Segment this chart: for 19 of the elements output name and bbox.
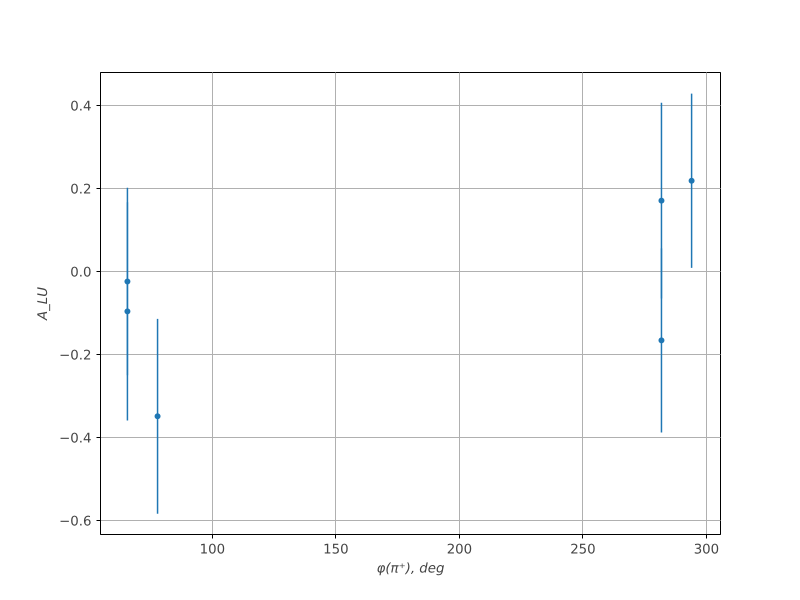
x-tick-label: 100 xyxy=(200,542,226,558)
y-axis-title: A_LU xyxy=(36,286,52,321)
point xyxy=(154,413,161,420)
point xyxy=(688,178,695,184)
y-tick-label: 0.0 xyxy=(70,266,92,281)
y-tick-label: −0.2 xyxy=(59,348,92,364)
point xyxy=(658,198,664,204)
point xyxy=(124,308,130,314)
y-tick-label: −0.4 xyxy=(59,431,92,446)
x-tick-label: 150 xyxy=(323,542,349,558)
x-tick-label: 250 xyxy=(570,542,596,558)
point xyxy=(658,337,664,344)
point xyxy=(124,278,130,285)
x-axis-title: φ(π⁺), deg xyxy=(376,562,444,576)
x-tick-label: 200 xyxy=(446,542,472,558)
y-tick-label: 0.2 xyxy=(70,182,92,198)
x-tick-label: 300 xyxy=(694,542,720,558)
y-tick-label: −0.6 xyxy=(59,514,92,530)
y-tick-label: 0.4 xyxy=(70,100,92,115)
